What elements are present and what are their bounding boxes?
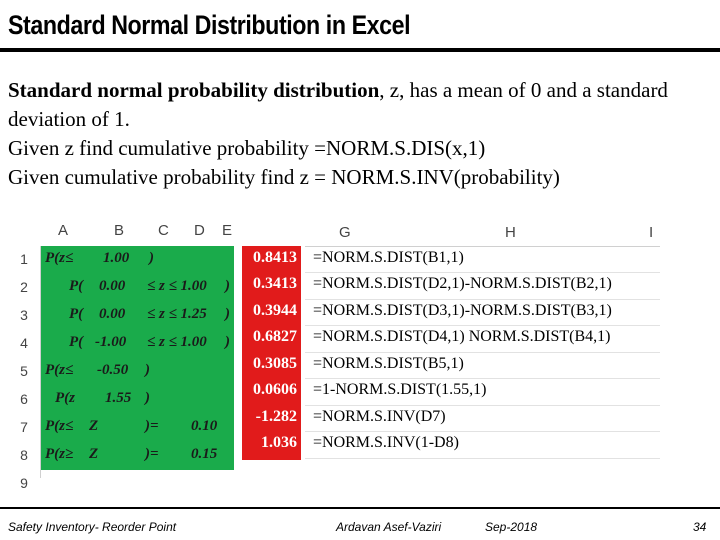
cell-c4[interactable]: ≤ z ≤ 1.00 [147,334,207,350]
cell-c2[interactable]: ≤ z ≤ 1.00 [147,278,207,294]
cell-d4[interactable]: ) [225,334,230,350]
cell-b2[interactable]: 0.00 [99,278,126,294]
body-line-1-rest: , z, has a mean of 0 and a standard devi… [8,78,668,131]
result-value: 0.0606 [253,381,297,398]
row-header[interactable]: 1 [20,251,28,267]
body-text: Standard normal probability distribution… [8,76,708,192]
cell-c8[interactable]: )= [145,446,159,462]
result-value: 0.3944 [253,302,297,319]
cell-b7[interactable]: Z [89,418,99,434]
cell-b3[interactable]: 0.00 [99,306,126,322]
body-line-2: Given z find cumulative probability =NOR… [8,136,486,160]
result-value: 0.3413 [253,275,297,292]
row-gridline [305,325,660,326]
row-gridline [305,352,660,353]
row-header[interactable]: 6 [20,391,28,407]
formula-cell[interactable]: =NORM.S.DIST(B1,1) [313,249,464,266]
slide-title: Standard Normal Distribution in Excel [8,10,411,40]
row-gridline [305,299,660,300]
result-values-column: 0.8413 0.3413 0.3944 0.6827 0.3085 0.060… [242,246,301,460]
cell-a4[interactable]: P( [69,334,84,350]
row-header[interactable]: 5 [20,363,28,379]
cell-c1[interactable]: ) [149,250,154,266]
formula-column-header-row: G H I [305,213,660,247]
row-gridline [305,458,660,459]
row-header[interactable]: 3 [20,307,28,323]
body-line-1: Standard normal probability distribution… [8,76,708,134]
column-header-c[interactable]: C [158,222,169,239]
row-header[interactable]: 9 [20,475,28,491]
column-header-b[interactable]: B [114,222,125,239]
result-value: -1.282 [255,408,297,425]
formula-cell[interactable]: =NORM.S.INV(D7) [313,408,446,425]
result-value: 1.036 [261,434,297,451]
formula-cell[interactable]: =NORM.S.DIST(D3,1)-NORM.S.DIST(B3,1) [313,302,612,319]
footer-date: Sep-2018 [485,520,538,534]
input-cell-range[interactable]: P(z≤ 1.00 ) P( 0.00 ≤ z ≤ 1.00 ) P( 0.00… [41,246,234,470]
page-number: 34 [693,520,707,534]
formula-cell[interactable]: =NORM.S.DIST(B5,1) [313,355,464,372]
cell-c6[interactable]: ) [145,390,150,406]
column-header-i[interactable]: I [649,224,654,241]
row-gridline [305,405,660,406]
cell-c5[interactable]: ) [145,362,150,378]
row-gridline [305,272,660,273]
row-gridline [305,431,660,432]
column-header-e[interactable]: E [222,222,233,239]
column-header-h[interactable]: H [505,224,516,241]
cell-c7[interactable]: )= [145,418,159,434]
footer-author: Ardavan Asef-Vaziri [336,520,442,534]
spreadsheet-formulas: G H I =NORM.S.DIST(B1,1) =NORM.S.DIST(D2… [305,213,660,478]
result-value: 0.8413 [253,249,297,266]
cell-b4[interactable]: -1.00 [95,334,127,350]
body-line-1-bold: Standard normal probability distribution [8,78,380,102]
cell-b5[interactable]: -0.50 [97,362,129,378]
footer-course-title: Safety Inventory- Reorder Point [8,520,177,534]
footer-divider [0,507,720,509]
row-header-column: 1 2 3 4 5 6 7 8 9 [8,246,41,491]
row-header[interactable]: 7 [20,419,28,435]
formula-cell[interactable]: =1-NORM.S.DIST(1.55,1) [313,381,487,398]
result-value: 0.3085 [253,355,297,372]
cell-a3[interactable]: P( [69,306,84,322]
formula-cell[interactable]: =NORM.S.INV(1-D8) [313,434,459,451]
cell-b8[interactable]: Z [89,446,99,462]
cell-d2[interactable]: ) [225,278,230,294]
cell-a5[interactable]: P(z≤ [45,362,74,378]
cell-d8[interactable]: 0.15 [191,446,218,462]
cell-b6[interactable]: 1.55 [105,390,132,406]
cell-a6[interactable]: P(z [55,390,75,406]
spreadsheet-inputs: A B C D E 1 2 3 4 5 6 7 8 9 P(z≤ 1.00 ) … [8,213,234,491]
row-gridline [305,378,660,379]
title-divider [0,48,720,52]
formula-cell[interactable]: =NORM.S.DIST(D2,1)-NORM.S.DIST(B2,1) [313,275,612,292]
cell-b1[interactable]: 1.00 [103,250,130,266]
cell-c3[interactable]: ≤ z ≤ 1.25 [147,306,207,322]
column-header-a[interactable]: A [58,222,69,239]
result-value: 0.6827 [253,328,297,345]
body-line-3: Given cumulative probability find z = NO… [8,165,560,189]
cell-a2[interactable]: P( [69,278,84,294]
column-header-d[interactable]: D [194,222,205,239]
cell-d3[interactable]: ) [225,306,230,322]
row-header[interactable]: 8 [20,447,28,463]
cell-a1[interactable]: P(z≤ [45,250,74,266]
column-header-g[interactable]: G [339,224,351,241]
row-header[interactable]: 4 [20,335,28,351]
cell-d7[interactable]: 0.10 [191,418,218,434]
cell-a8[interactable]: P(z≥ [45,446,74,462]
column-header-row: A B C D E [8,213,234,247]
cell-a7[interactable]: P(z≤ [45,418,74,434]
row-header[interactable]: 2 [20,279,28,295]
formula-cell[interactable]: =NORM.S.DIST(D4,1) NORM.S.DIST(B4,1) [313,328,611,345]
